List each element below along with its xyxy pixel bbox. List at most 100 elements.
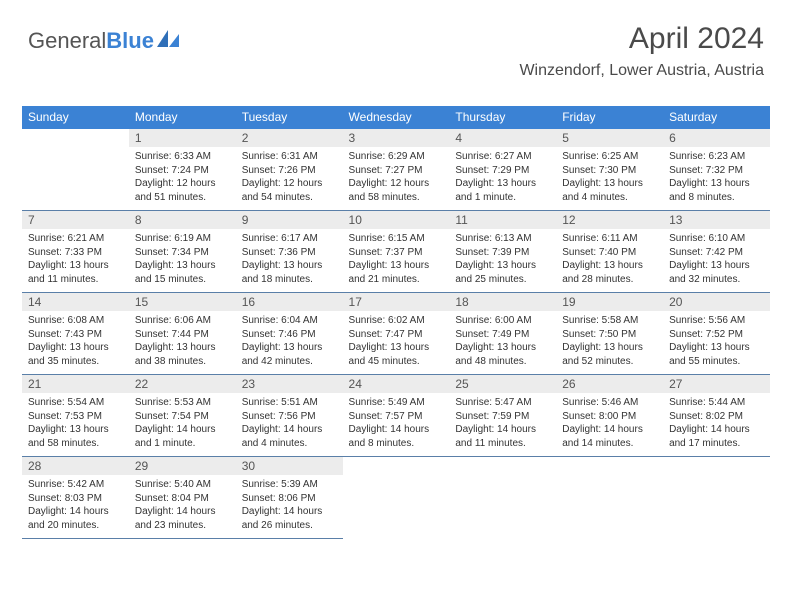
calendar-day-cell: 4Sunrise: 6:27 AMSunset: 7:29 PMDaylight… [449, 129, 556, 211]
day-info: Sunrise: 6:06 AMSunset: 7:44 PMDaylight:… [135, 314, 230, 368]
header: April 2024 Winzendorf, Lower Austria, Au… [519, 22, 764, 80]
day-number: 15 [129, 293, 236, 311]
day-number: 9 [236, 211, 343, 229]
sunrise-text: Sunrise: 5:53 AM [135, 396, 230, 410]
daylight-text: Daylight: 13 hours and 11 minutes. [28, 259, 123, 286]
day-number: 26 [556, 375, 663, 393]
day-info: Sunrise: 6:02 AMSunset: 7:47 PMDaylight:… [349, 314, 444, 368]
calendar-week-row: 1Sunrise: 6:33 AMSunset: 7:24 PMDaylight… [22, 129, 770, 211]
day-number: 2 [236, 129, 343, 147]
day-number: 8 [129, 211, 236, 229]
sunset-text: Sunset: 7:53 PM [28, 410, 123, 424]
daylight-text: Daylight: 13 hours and 58 minutes. [28, 423, 123, 450]
sunrise-text: Sunrise: 6:13 AM [455, 232, 550, 246]
calendar-week-row: 7Sunrise: 6:21 AMSunset: 7:33 PMDaylight… [22, 211, 770, 293]
calendar-day-cell: 8Sunrise: 6:19 AMSunset: 7:34 PMDaylight… [129, 211, 236, 293]
sunset-text: Sunset: 7:27 PM [349, 164, 444, 178]
day-number: 6 [663, 129, 770, 147]
day-number: 5 [556, 129, 663, 147]
calendar-day-cell: 22Sunrise: 5:53 AMSunset: 7:54 PMDayligh… [129, 375, 236, 457]
daylight-text: Daylight: 12 hours and 58 minutes. [349, 177, 444, 204]
sunrise-text: Sunrise: 6:06 AM [135, 314, 230, 328]
day-info: Sunrise: 5:47 AMSunset: 7:59 PMDaylight:… [455, 396, 550, 450]
day-info: Sunrise: 6:21 AMSunset: 7:33 PMDaylight:… [28, 232, 123, 286]
sunrise-text: Sunrise: 5:58 AM [562, 314, 657, 328]
daylight-text: Daylight: 13 hours and 55 minutes. [669, 341, 764, 368]
calendar-day-cell: 25 Sunrise: 5:47 AMSunset: 7:59 PMDayligh… [449, 375, 556, 457]
calendar-day-cell: 12Sunrise: 6:11 AMSunset: 7:40 PMDayligh… [556, 211, 663, 293]
sunset-text: Sunset: 8:04 PM [135, 492, 230, 506]
sunrise-text: Sunrise: 6:02 AM [349, 314, 444, 328]
sunset-text: Sunset: 7:50 PM [562, 328, 657, 342]
sunrise-text: Sunrise: 6:11 AM [562, 232, 657, 246]
calendar-day-cell: 17 Sunrise: 6:02 AMSunset: 7:47 PMDayligh… [343, 293, 450, 375]
day-info: Sunrise: 5:51 AMSunset: 7:56 PMDaylight:… [242, 396, 337, 450]
calendar-table: Sunday Monday Tuesday Wednesday Thursday… [22, 106, 770, 539]
calendar-day-cell: 26 Sunrise: 5:46 AMSunset: 8:00 PMDayligh… [556, 375, 663, 457]
sunrise-text: Sunrise: 6:04 AM [242, 314, 337, 328]
sunset-text: Sunset: 7:36 PM [242, 246, 337, 260]
sunset-text: Sunset: 7:34 PM [135, 246, 230, 260]
day-number: 1 [129, 129, 236, 147]
daylight-text: Daylight: 13 hours and 25 minutes. [455, 259, 550, 286]
day-number: 21 [22, 375, 129, 393]
daylight-text: Daylight: 13 hours and 21 minutes. [349, 259, 444, 286]
calendar-day-cell: 13Sunrise: 6:10 AMSunset: 7:42 PMDayligh… [663, 211, 770, 293]
day-number: 3 [343, 129, 450, 147]
daylight-text: Daylight: 14 hours and 11 minutes. [455, 423, 550, 450]
weekday-header-row: Sunday Monday Tuesday Wednesday Thursday… [22, 106, 770, 129]
day-info: Sunrise: 6:17 AMSunset: 7:36 PMDaylight:… [242, 232, 337, 286]
daylight-text: Daylight: 14 hours and 4 minutes. [242, 423, 337, 450]
calendar-day-cell: 29Sunrise: 5:40 AMSunset: 8:04 PMDayligh… [129, 457, 236, 539]
brand-part2: Blue [106, 28, 154, 53]
daylight-text: Daylight: 13 hours and 28 minutes. [562, 259, 657, 286]
calendar-day-cell: 19Sunrise: 5:58 AMSunset: 7:50 PMDayligh… [556, 293, 663, 375]
day-info: Sunrise: 6:15 AMSunset: 7:37 PMDaylight:… [349, 232, 444, 286]
daylight-text: Daylight: 13 hours and 4 minutes. [562, 177, 657, 204]
day-number: 10 [343, 211, 450, 229]
calendar-day-cell: 27Sunrise: 5:44 AMSunset: 8:02 PMDayligh… [663, 375, 770, 457]
calendar-day-cell: 16 Sunrise: 6:04 AMSunset: 7:46 PMDayligh… [236, 293, 343, 375]
day-info: Sunrise: 6:08 AMSunset: 7:43 PMDaylight:… [28, 314, 123, 368]
day-number: 20 [663, 293, 770, 311]
sunrise-text: Sunrise: 5:54 AM [28, 396, 123, 410]
day-number: 16 [236, 293, 343, 311]
day-number: 25 [449, 375, 556, 393]
brand-sail-icon [157, 30, 179, 53]
calendar-day-cell: 24Sunrise: 5:49 AMSunset: 7:57 PMDayligh… [343, 375, 450, 457]
weekday-header: Thursday [449, 106, 556, 129]
day-info: Sunrise: 5:42 AMSunset: 8:03 PMDaylight:… [28, 478, 123, 532]
sunset-text: Sunset: 7:47 PM [349, 328, 444, 342]
brand-part1: General [28, 28, 106, 53]
day-number: 30 [236, 457, 343, 475]
daylight-text: Daylight: 14 hours and 20 minutes. [28, 505, 123, 532]
day-info: Sunrise: 5:54 AMSunset: 7:53 PMDaylight:… [28, 396, 123, 450]
calendar-day-cell: 20Sunrise: 5:56 AMSunset: 7:52 PMDayligh… [663, 293, 770, 375]
sunset-text: Sunset: 7:54 PM [135, 410, 230, 424]
sunset-text: Sunset: 7:44 PM [135, 328, 230, 342]
location-text: Winzendorf, Lower Austria, Austria [519, 62, 764, 80]
sunset-text: Sunset: 8:06 PM [242, 492, 337, 506]
sunset-text: Sunset: 7:24 PM [135, 164, 230, 178]
day-number: 4 [449, 129, 556, 147]
day-info: Sunrise: 6:23 AMSunset: 7:32 PMDaylight:… [669, 150, 764, 204]
calendar-day-cell [663, 457, 770, 539]
day-info: Sunrise: 5:46 AMSunset: 8:00 PMDaylight:… [562, 396, 657, 450]
day-info: Sunrise: 6:29 AMSunset: 7:27 PMDaylight:… [349, 150, 444, 204]
day-number: 11 [449, 211, 556, 229]
daylight-text: Daylight: 14 hours and 8 minutes. [349, 423, 444, 450]
day-info: Sunrise: 6:04 AMSunset: 7:46 PMDaylight:… [242, 314, 337, 368]
sunset-text: Sunset: 7:42 PM [669, 246, 764, 260]
day-info: Sunrise: 5:49 AMSunset: 7:57 PMDaylight:… [349, 396, 444, 450]
day-number: 28 [22, 457, 129, 475]
day-info: Sunrise: 6:13 AMSunset: 7:39 PMDaylight:… [455, 232, 550, 286]
sunrise-text: Sunrise: 6:19 AM [135, 232, 230, 246]
daylight-text: Daylight: 13 hours and 38 minutes. [135, 341, 230, 368]
sunset-text: Sunset: 7:40 PM [562, 246, 657, 260]
day-number: 17 [343, 293, 450, 311]
calendar-day-cell [22, 129, 129, 211]
calendar-day-cell: 21 Sunrise: 5:54 AMSunset: 7:53 PMDayligh… [22, 375, 129, 457]
sunrise-text: Sunrise: 6:27 AM [455, 150, 550, 164]
sunrise-text: Sunrise: 6:29 AM [349, 150, 444, 164]
weekday-header: Wednesday [343, 106, 450, 129]
